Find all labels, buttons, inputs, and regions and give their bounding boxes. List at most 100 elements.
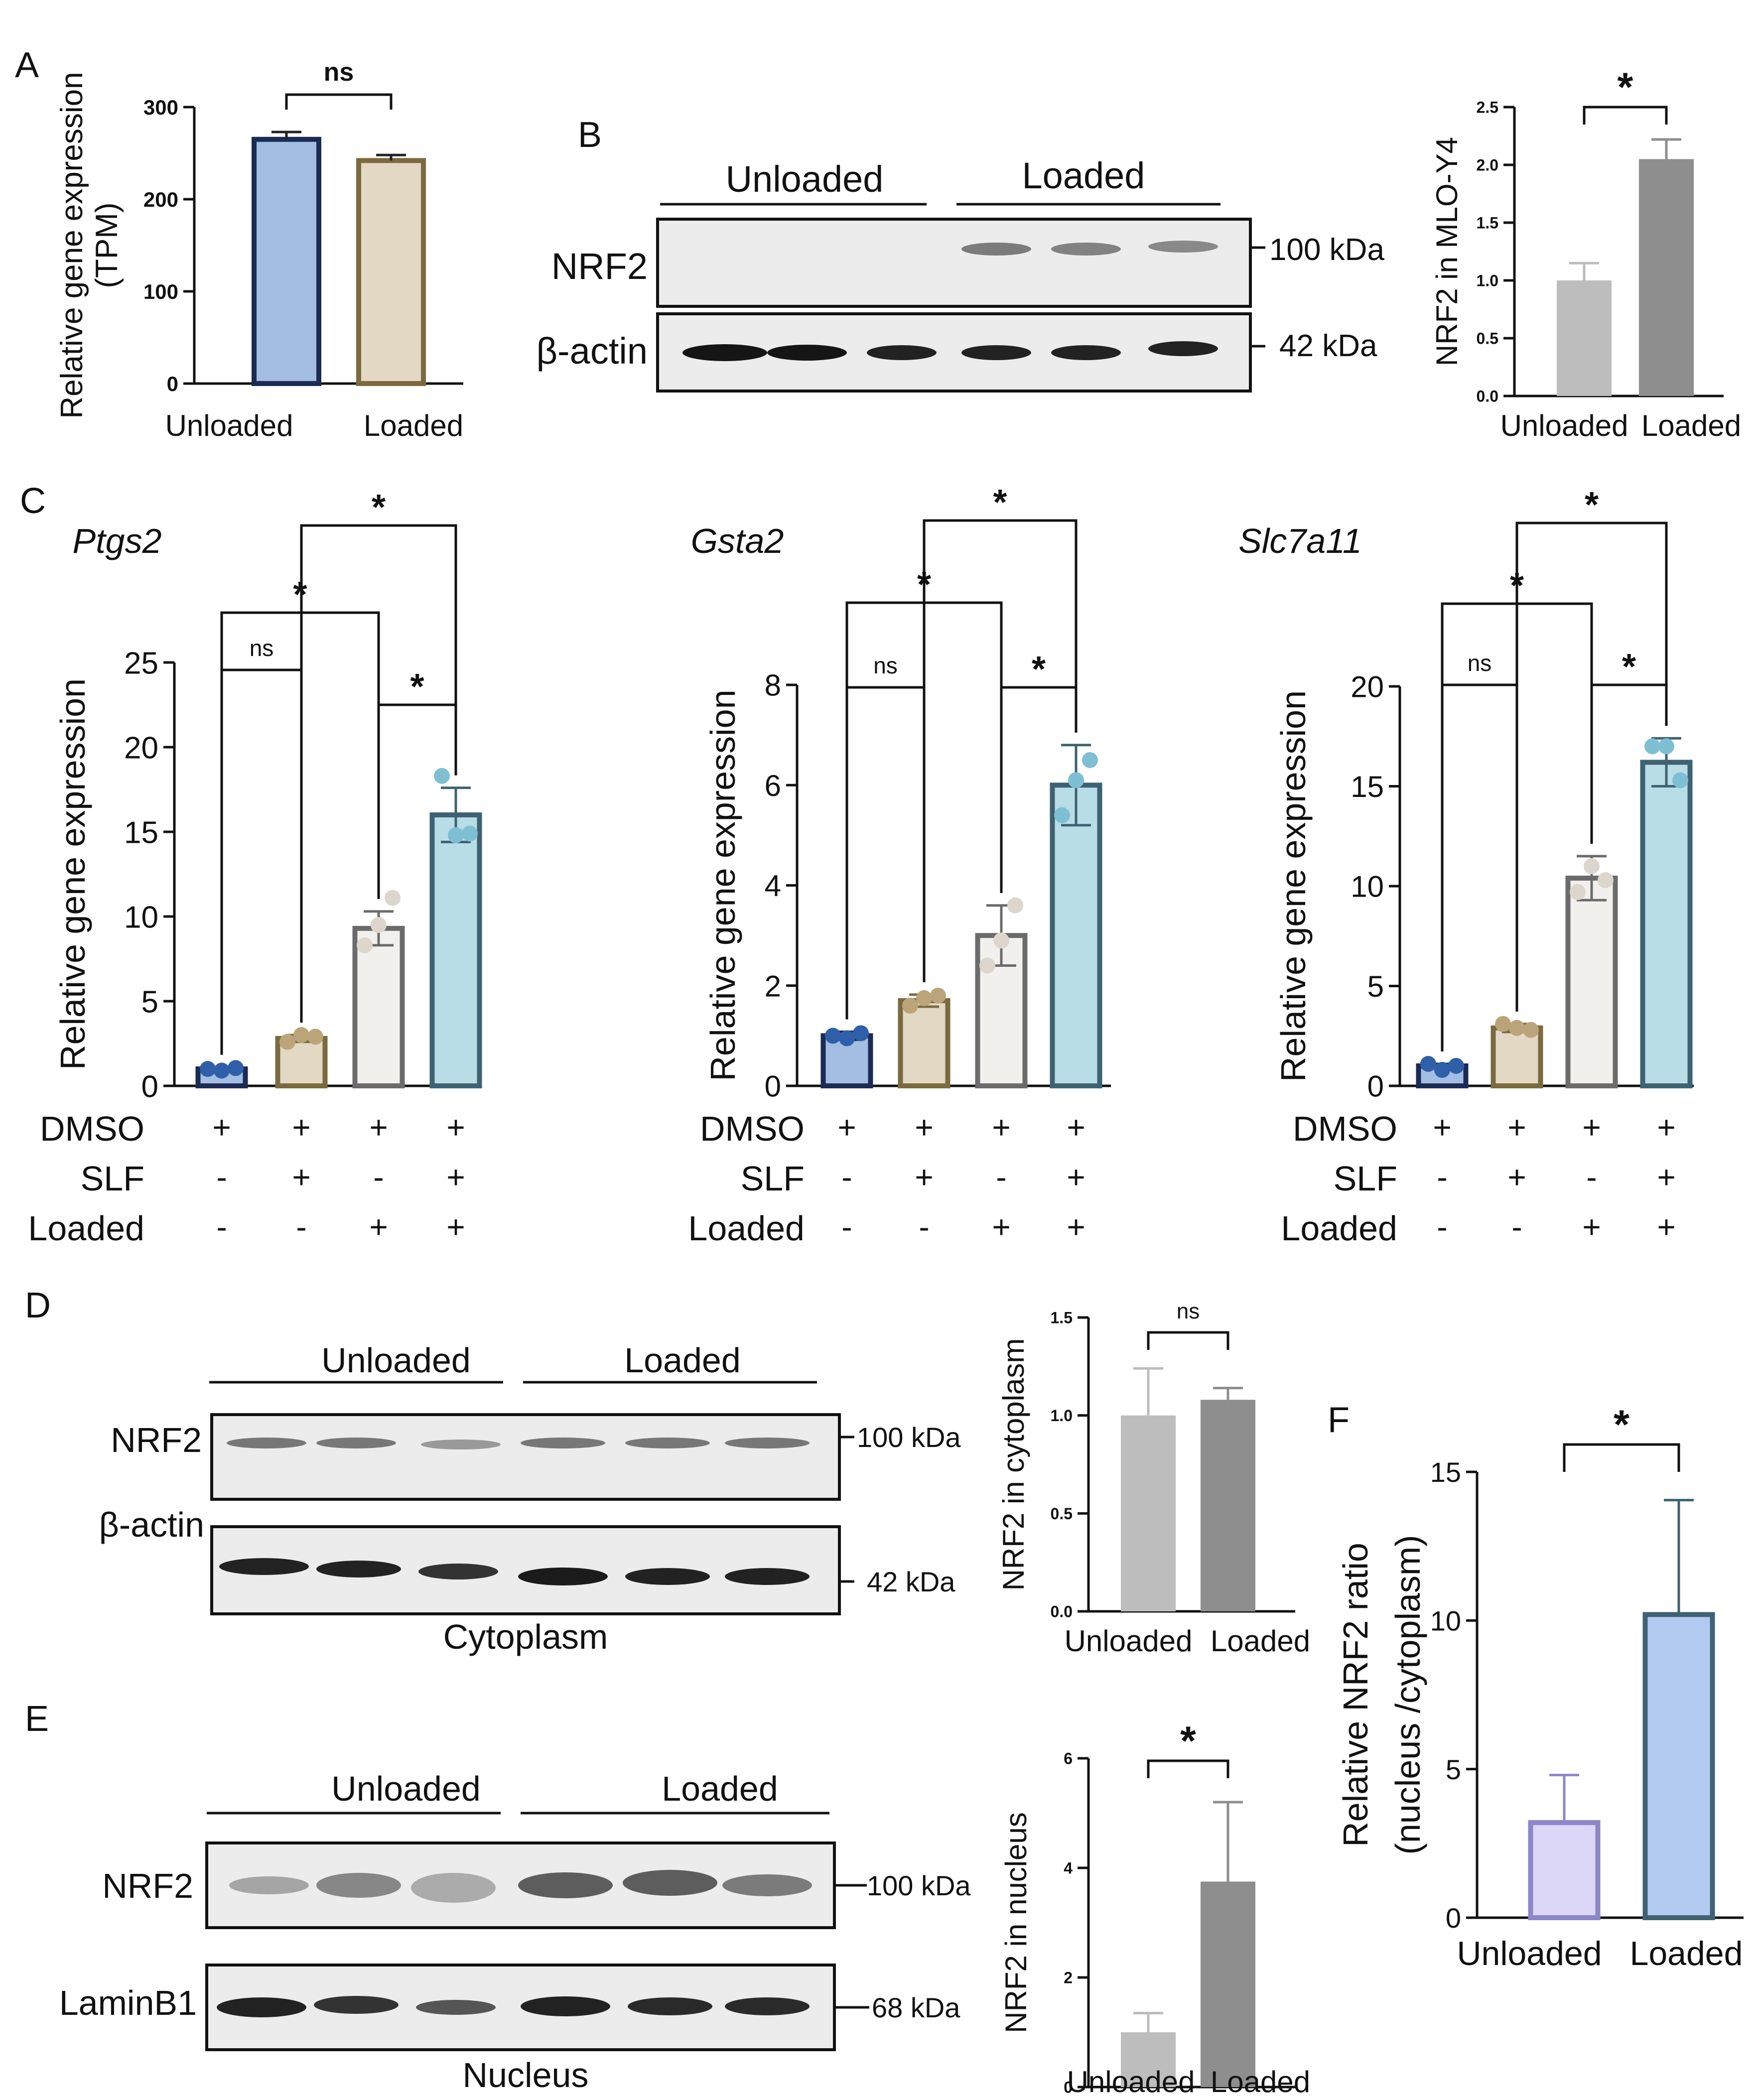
treatment-symbol: +: [1657, 1109, 1675, 1145]
treatment-label: Loaded: [688, 1209, 805, 1248]
blot-B-nrf2-band: [961, 243, 1031, 256]
treatment-symbol: +: [1657, 1159, 1675, 1195]
treatment-symbol: -: [919, 1209, 929, 1245]
treatment-symbol: +: [369, 1209, 388, 1245]
treatment-symbol: +: [292, 1159, 310, 1195]
x-category-label: Loaded: [1641, 409, 1741, 442]
treatment-table-3: DMSO + + + + SLF - + - + Loaded - - + +: [1281, 1109, 1675, 1248]
blot-E-caption: Nucleus: [463, 2056, 589, 2095]
blot-B-nrf2-membrane: [656, 218, 1252, 308]
treatment-symbol: +: [369, 1109, 388, 1145]
significance-label: *: [1032, 650, 1046, 689]
y-axis-label: NRF2 in nucleus: [999, 1812, 1033, 2033]
y-axis-label: Relative gene expression: [1274, 690, 1313, 1082]
data-point: [1007, 897, 1023, 914]
data-point: [993, 932, 1009, 949]
y-tick-label: 10: [1430, 1605, 1461, 1636]
blot-B-actin-band: [867, 345, 937, 360]
blot-D-actin-band: [219, 1558, 309, 1575]
data-point: [1054, 807, 1070, 823]
blot-E-lamin-band: [725, 1997, 810, 2015]
treatment-symbol: -: [1437, 1209, 1447, 1245]
significance-label: *: [372, 488, 386, 527]
significance-label: ns: [873, 653, 898, 678]
data-point: [214, 1062, 230, 1079]
blot-E-size1-label: 100 kDa: [867, 1870, 971, 1901]
y-tick-label: 15: [1430, 1456, 1461, 1488]
data-point: [1495, 1016, 1511, 1032]
treatment-symbol: +: [292, 1109, 310, 1145]
blot-E-nrf2-band: [316, 1873, 401, 1898]
y-axis-label: NRF2 in cytoplasm: [997, 1338, 1030, 1591]
treatment-symbol: -: [216, 1159, 227, 1195]
treatment-label: Loaded: [1281, 1209, 1397, 1248]
blot-D-group1-label: Unloaded: [321, 1341, 471, 1380]
panel-label-F: F: [1328, 1400, 1350, 1440]
data-point: [1598, 872, 1614, 888]
treatment-symbol: +: [446, 1159, 465, 1195]
treatment-symbol: -: [1437, 1159, 1447, 1195]
blot-B-actin-band: [1148, 341, 1218, 356]
blot-D-actin-band: [518, 1568, 608, 1585]
significance-bracket: [285, 93, 393, 110]
bar-dmso-slf-loaded: [429, 812, 482, 1088]
chart-D: 0.0 0.5 1.0 1.5 Unloaded Loaded NRF2 in cytopl…: [997, 1299, 1310, 1658]
y-axis-label: NRF2 in MLO-Y4: [1430, 137, 1464, 366]
treatment-table-1: DMSO + + + + SLF - + - + Loaded - - + +: [28, 1109, 465, 1248]
y-tick-label: 6: [765, 769, 781, 802]
significance-label: *: [1614, 1402, 1629, 1447]
blot-B-row1-label: NRF2: [551, 246, 648, 287]
blot-E-lamin-band: [628, 1997, 712, 2015]
blot-E-nrf2-band: [722, 1874, 812, 1896]
blot-B-size1-label: 100 kDa: [1269, 233, 1384, 267]
blot-B-group1-label: Unloaded: [726, 158, 884, 200]
y-tick-label: 2: [1064, 1969, 1073, 1987]
data-point: [1448, 1057, 1464, 1074]
significance-bracket: [300, 524, 457, 1023]
y-tick-label: 15: [1351, 770, 1384, 803]
blot-D-group2-label: Loaded: [624, 1341, 741, 1380]
significance-bracket: [1515, 522, 1668, 1012]
blot-E-nrf2-band: [518, 1872, 613, 1898]
significance-label: ns: [250, 635, 274, 661]
data-point: [434, 768, 450, 784]
treatment-label: SLF: [1334, 1159, 1397, 1198]
blot-B-group2-label: Loaded: [1022, 155, 1145, 196]
bar-dmso-slf-loaded: [1050, 783, 1102, 1088]
y-axis-label: Relative gene expression: [55, 72, 89, 418]
y-tick-label: 0: [167, 372, 178, 395]
y-tick-label: 0.5: [1477, 330, 1498, 348]
y-axis-label: Relative gene expression: [703, 689, 742, 1081]
data-point: [1523, 1022, 1539, 1038]
treatment-symbol: +: [212, 1109, 231, 1145]
blot-B-size2-label: 42 kDa: [1279, 329, 1377, 363]
bar-unloaded: [252, 136, 321, 386]
blot-E-lamin-band: [521, 1996, 610, 2016]
blot-D-actin-band: [725, 1568, 810, 1585]
treatment-symbol: +: [446, 1209, 465, 1245]
bar-unloaded: [1121, 1415, 1176, 1611]
data-point: [902, 998, 918, 1014]
data-point: [307, 1029, 323, 1045]
treatment-symbol: -: [841, 1159, 852, 1195]
y-tick-label: 0: [1367, 1070, 1384, 1103]
y-tick-label: 8: [765, 669, 781, 702]
y-tick-label: 5: [1367, 970, 1384, 1003]
y-tick-label: 10: [124, 900, 158, 934]
treatment-label: DMSO: [1293, 1109, 1397, 1148]
treatment-symbol: -: [1586, 1159, 1597, 1195]
blot-D: Unloaded Loaded NRF2 β-actin 100 kDa 42 …: [99, 1341, 961, 1656]
blot-D-nrf2-band: [521, 1438, 605, 1448]
treatment-symbol: -: [1511, 1209, 1522, 1245]
treatment-symbol: +: [915, 1159, 933, 1195]
bar-loaded: [1642, 1612, 1715, 1920]
blot-D-actin-band: [316, 1561, 401, 1577]
treatment-symbol: +: [446, 1109, 465, 1145]
data-point: [228, 1060, 244, 1076]
blot-D-nrf2-band: [421, 1440, 501, 1449]
treatment-symbol: +: [992, 1109, 1010, 1145]
bar-loaded: [356, 158, 426, 386]
